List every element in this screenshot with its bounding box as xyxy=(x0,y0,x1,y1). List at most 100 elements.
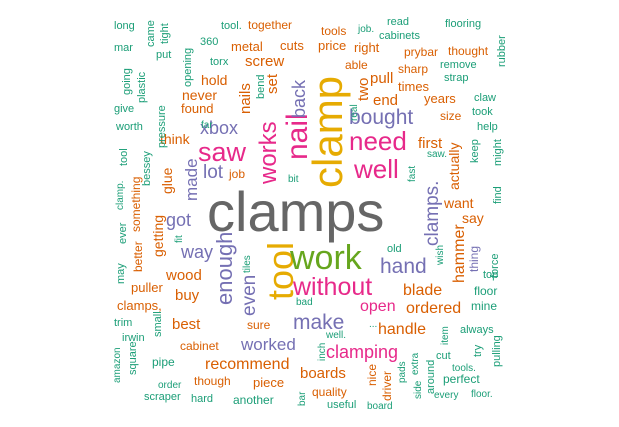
word: worth xyxy=(116,121,143,133)
word: small xyxy=(152,311,164,337)
word: without xyxy=(293,273,373,301)
word: recommend xyxy=(205,356,290,373)
word: able xyxy=(345,58,368,72)
word: hard xyxy=(191,393,214,405)
word: screw xyxy=(245,53,285,70)
word: times xyxy=(398,79,430,94)
word: metal xyxy=(231,39,263,54)
word: keep xyxy=(469,139,481,163)
word: ever xyxy=(117,222,129,244)
word: saw xyxy=(198,137,247,167)
word: bit xyxy=(288,174,299,185)
word: works xyxy=(255,121,282,184)
word: extra xyxy=(410,352,421,375)
word: make xyxy=(293,311,345,334)
word: enough xyxy=(212,231,237,305)
word: tools. xyxy=(452,363,476,374)
word: tool xyxy=(118,148,130,166)
word: back xyxy=(289,79,309,118)
word: far xyxy=(201,120,213,131)
word: right xyxy=(354,40,380,55)
word: set xyxy=(264,73,281,94)
word: tiles xyxy=(242,255,253,273)
word: end xyxy=(373,92,399,109)
word: price xyxy=(318,38,347,53)
word: xbox xyxy=(200,118,239,138)
word: cabinets xyxy=(379,30,420,42)
word: lot xyxy=(203,162,224,183)
word: top xyxy=(483,269,499,281)
word: want xyxy=(444,195,474,211)
word: quality xyxy=(312,385,347,399)
word: bar xyxy=(297,391,308,406)
word: clamp. xyxy=(115,180,126,210)
word: driver xyxy=(380,370,394,401)
word: bend xyxy=(255,74,267,99)
word: getting xyxy=(150,214,166,257)
word: read xyxy=(387,16,410,28)
word: trim xyxy=(114,317,133,329)
word: first xyxy=(418,135,443,152)
word: years xyxy=(424,91,456,106)
word: always xyxy=(460,324,494,336)
word: thing xyxy=(467,245,481,272)
word: blade xyxy=(403,282,443,299)
word: clamps. xyxy=(422,180,443,246)
word: wish xyxy=(435,244,446,265)
word: going xyxy=(121,68,133,95)
word: job. xyxy=(358,24,375,35)
word: ordered xyxy=(406,300,462,317)
word: long xyxy=(114,20,135,32)
word: pull xyxy=(370,70,394,87)
word: help xyxy=(477,121,498,133)
word: size xyxy=(440,109,462,123)
word: tool. xyxy=(221,20,242,32)
word: way xyxy=(181,242,214,262)
word: think xyxy=(160,131,190,147)
word: well. xyxy=(326,330,347,341)
word: say xyxy=(462,210,484,226)
word: fit xyxy=(174,235,185,243)
word: need xyxy=(349,126,407,156)
word: might xyxy=(492,139,504,166)
word: prybar xyxy=(404,45,439,59)
word: side xyxy=(413,380,424,399)
word: came xyxy=(145,20,157,47)
word: bad xyxy=(296,297,313,308)
word: may xyxy=(115,263,127,284)
word: cut xyxy=(436,350,451,362)
word: put xyxy=(156,49,172,61)
word: amazon xyxy=(112,347,123,383)
word: around xyxy=(425,359,437,394)
word: never xyxy=(182,87,218,103)
word: floor. xyxy=(471,389,493,400)
word: plastic xyxy=(136,71,148,103)
word: got xyxy=(166,210,192,230)
word: open xyxy=(360,298,396,315)
word: torx xyxy=(210,56,229,68)
word: glue xyxy=(159,167,175,194)
word: hand xyxy=(380,255,427,278)
word: wood xyxy=(166,267,202,284)
word: puller xyxy=(131,280,163,295)
word: remove xyxy=(440,59,477,71)
word: bought xyxy=(349,106,414,129)
word: hammer xyxy=(451,224,468,283)
word: even xyxy=(239,274,260,316)
word: cabinet xyxy=(180,339,219,353)
word: nails xyxy=(237,83,254,114)
word: bessey xyxy=(141,151,153,186)
word: mine xyxy=(471,299,498,313)
word: work xyxy=(290,239,362,277)
word: better xyxy=(131,241,145,272)
word: made xyxy=(182,158,201,201)
word: irwin xyxy=(122,332,145,344)
word: rubber xyxy=(496,35,508,67)
word: useful xyxy=(327,399,357,411)
word: well xyxy=(354,154,399,184)
word: real xyxy=(349,104,360,121)
word: board xyxy=(367,401,393,412)
word: tight xyxy=(159,23,171,44)
word: ... xyxy=(369,319,378,330)
